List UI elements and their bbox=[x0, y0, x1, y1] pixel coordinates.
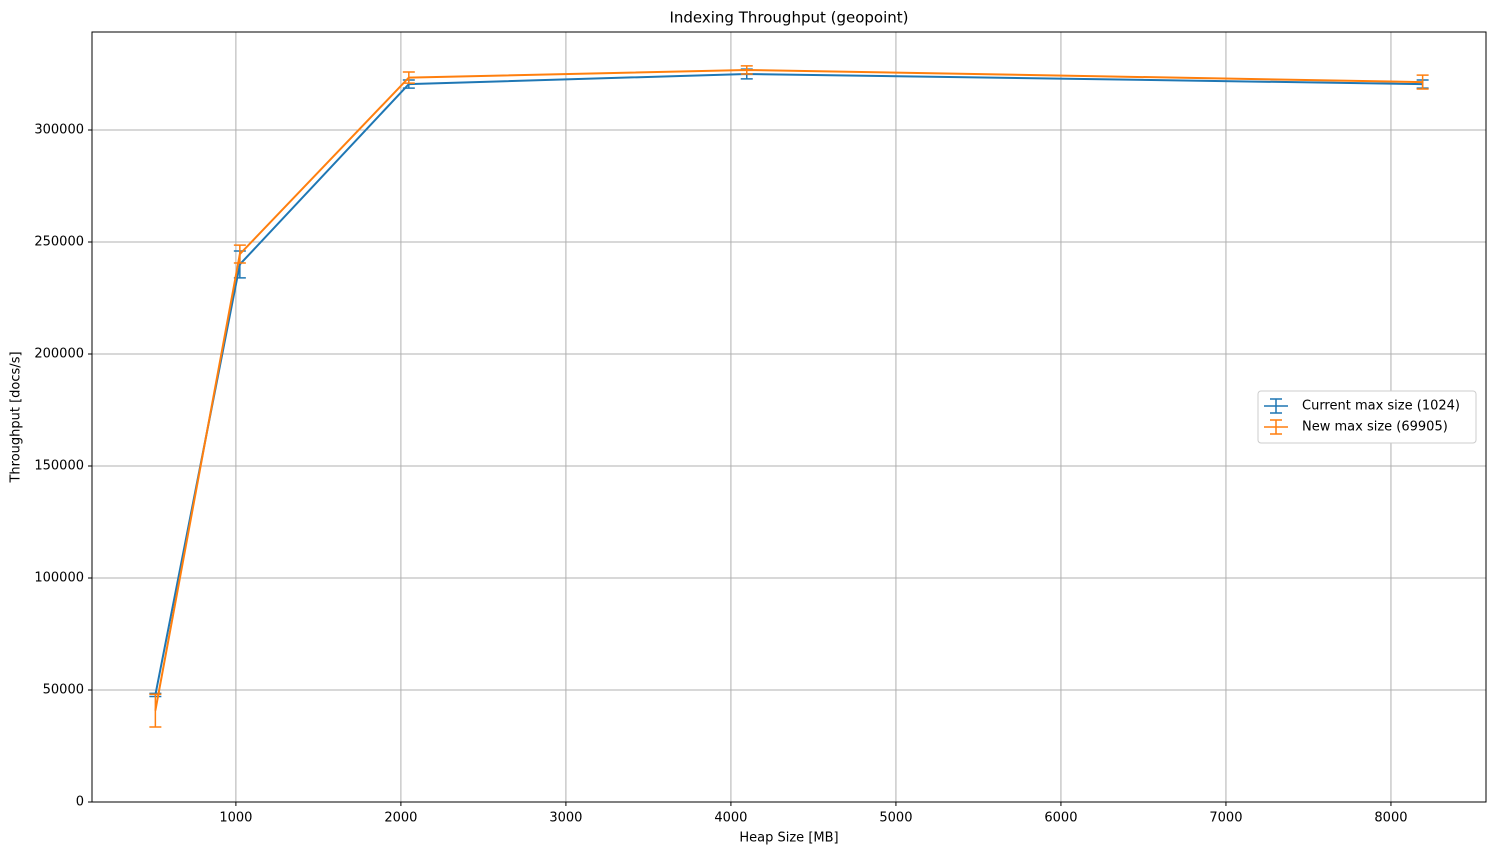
y-axis-label: Throughput [docs/s] bbox=[9, 351, 24, 483]
plot-frame bbox=[91, 31, 1487, 803]
legend-label: New max size (69905) bbox=[1302, 420, 1448, 435]
legend-swatch bbox=[1264, 419, 1288, 435]
x-tick-label: 3000 bbox=[549, 811, 582, 826]
y-tick-label: 300000 bbox=[34, 123, 84, 138]
y-tick-label: 250000 bbox=[34, 235, 84, 250]
x-tick-label: 1000 bbox=[219, 811, 252, 826]
y-tick-label: 200000 bbox=[34, 347, 84, 362]
error-bar bbox=[740, 65, 753, 75]
x-tick-label: 7000 bbox=[1209, 811, 1242, 826]
legend-swatch bbox=[1264, 398, 1288, 414]
error-bar bbox=[402, 71, 415, 84]
x-tick-label: 5000 bbox=[879, 811, 912, 826]
legend-box bbox=[1257, 390, 1477, 444]
x-tick-label: 8000 bbox=[1374, 811, 1407, 826]
x-tick-label: 6000 bbox=[1044, 811, 1077, 826]
x-tick-label: 2000 bbox=[384, 811, 417, 826]
y-tick-label: 0 bbox=[76, 795, 84, 810]
error-bar bbox=[233, 244, 246, 264]
x-tick-label: 4000 bbox=[714, 811, 747, 826]
error-bar bbox=[1416, 74, 1429, 90]
chart-title: Indexing Throughput (geopoint) bbox=[669, 9, 908, 27]
y-tick-label: 150000 bbox=[34, 459, 84, 474]
y-tick-label: 50000 bbox=[43, 683, 84, 698]
x-axis-label: Heap Size [MB] bbox=[739, 831, 838, 846]
error-bar bbox=[149, 693, 162, 728]
y-tick-label: 100000 bbox=[34, 571, 84, 586]
legend-label: Current max size (1024) bbox=[1302, 399, 1460, 414]
